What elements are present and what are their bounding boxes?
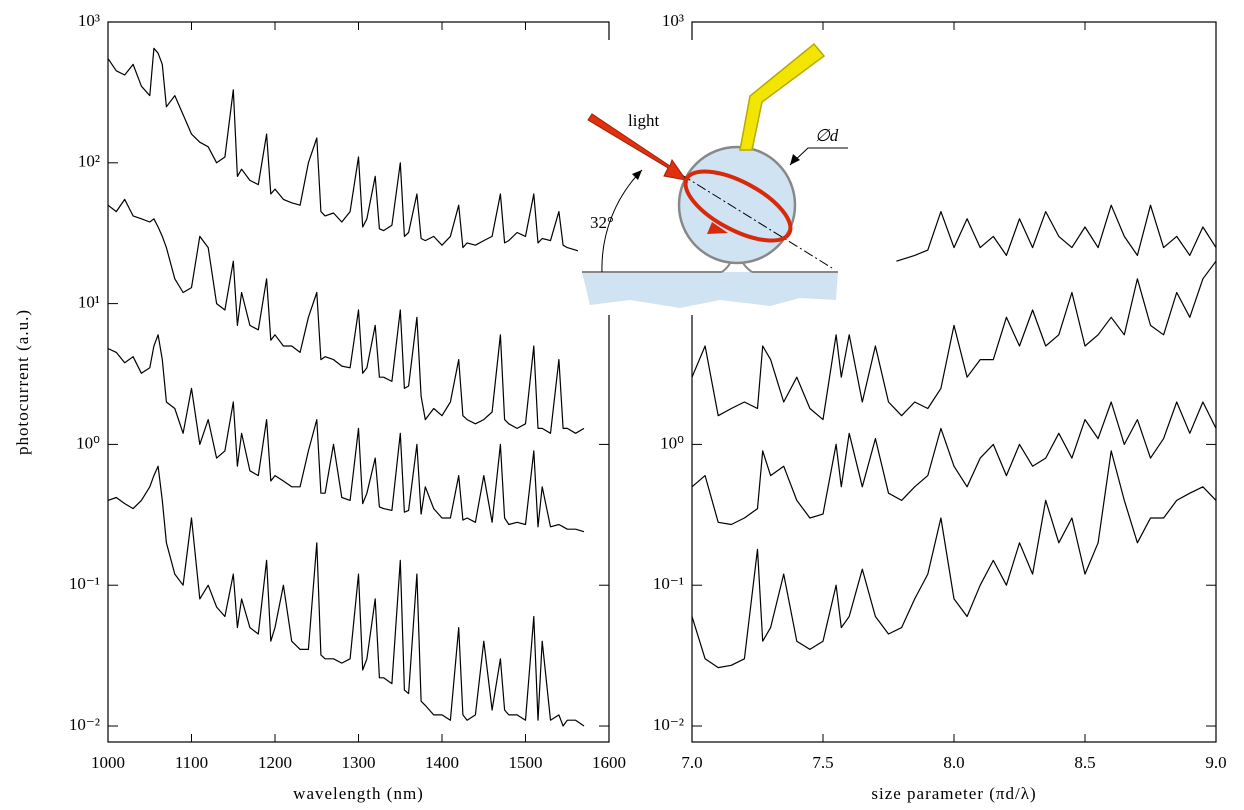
y-tick-label: 10² <box>78 152 100 171</box>
inset-diagram: light ∅d 32° <box>578 40 848 315</box>
spectrum-line <box>107 465 585 727</box>
y-axis-title: photocurrent (a.u.) <box>13 309 32 455</box>
x-tick-label: 1100 <box>175 753 208 772</box>
y-tick-label: 10⁰ <box>76 433 100 452</box>
inset-label: ∅d <box>815 126 839 145</box>
spectrum-line <box>107 198 585 434</box>
spectrum-line <box>107 334 585 533</box>
inset-label: 32° <box>590 213 614 232</box>
y-tick-label: 10³ <box>78 11 100 30</box>
sphere <box>677 145 797 265</box>
x-tick-label: 8.0 <box>943 753 964 772</box>
spectrum-line <box>691 260 1217 421</box>
spectrum-line <box>691 450 1217 669</box>
x-tick-label: 1200 <box>258 753 292 772</box>
x-tick-label: 1600 <box>592 753 626 772</box>
orbit-arrow <box>707 222 728 234</box>
x-tick-label: 7.0 <box>681 753 702 772</box>
x-tick-label: 1400 <box>425 753 459 772</box>
spectrum-line <box>691 401 1217 526</box>
x-tick-label: 1300 <box>342 753 376 772</box>
y-tick-label: 10⁻² <box>69 715 100 734</box>
angle-arrow <box>632 170 642 180</box>
axis-line <box>589 117 833 269</box>
x-axis-title: size parameter (πd/λ) <box>871 784 1036 803</box>
diameter-arrow <box>790 154 800 165</box>
angle-arc <box>601 169 643 273</box>
substrate <box>582 272 838 308</box>
orbit <box>683 169 793 243</box>
x-axis-title: wavelength (nm) <box>293 784 424 803</box>
inset-label: light <box>628 111 659 130</box>
spectrum-line <box>107 47 585 254</box>
plot-frame <box>107 21 610 743</box>
y-tick-label: 10¹ <box>78 293 100 312</box>
light-arrow <box>587 113 688 181</box>
y-tick-label: 10⁻¹ <box>69 574 100 593</box>
x-tick-label: 1000 <box>91 753 125 772</box>
y-tick-label: 10⁻¹ <box>653 574 684 593</box>
y-tick-label: 10³ <box>662 11 684 30</box>
spectrum-line <box>896 204 1217 262</box>
plots: 1000 1100 1200 1300 1400 1500 1600 10³ 10² 10¹ 10⁰… <box>13 11 1227 803</box>
y-tick-label: 10⁰ <box>660 433 684 452</box>
x-tick-label: 7.5 <box>812 753 833 772</box>
probe-tip <box>739 42 826 151</box>
x-tick-label: 8.5 <box>1074 753 1095 772</box>
x-tick-label: 1500 <box>509 753 543 772</box>
y-tick-label: 10⁻² <box>653 715 684 734</box>
x-tick-label: 9.0 <box>1205 753 1226 772</box>
